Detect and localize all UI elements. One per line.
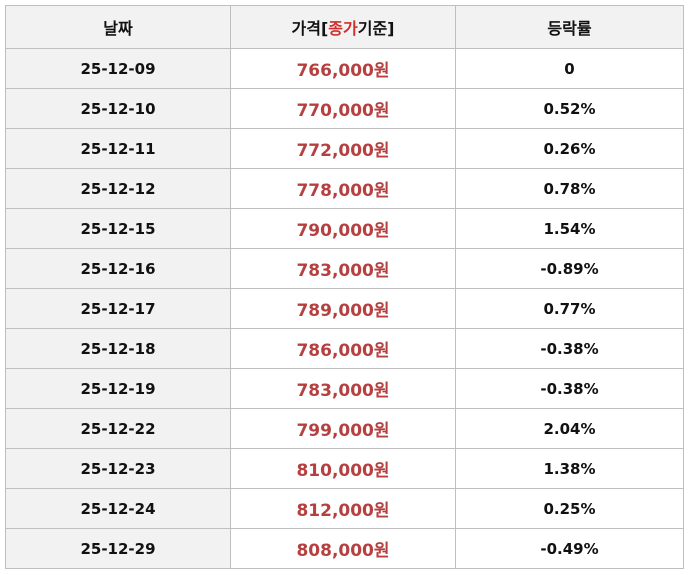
change-cell: 0.78% [455,168,684,209]
date-cell: 25-12-17 [5,288,231,329]
change-cell: -0.89% [455,248,684,289]
table-row: 25-12-29 808,000원 -0.49% [5,528,684,569]
change-cell: 1.38% [455,448,684,489]
date-cell: 25-12-09 [5,48,231,89]
price-cell: 783,000원 [230,368,456,409]
change-cell: -0.49% [455,528,684,569]
table-body: 25-12-09 766,000원 0 25-12-10 770,000원 0.52% 25… [5,48,684,569]
table-row: 25-12-18 786,000원 -0.38% [5,328,684,369]
header-cell: 날짜 [5,5,231,49]
table-row: 25-12-12 778,000원 0.78% [5,168,684,209]
price-cell: 770,000원 [230,88,456,129]
change-cell: 0.77% [455,288,684,329]
price-cell: 812,000원 [230,488,456,529]
table-row: 25-12-23 810,000원 1.38% [5,448,684,489]
date-cell: 25-12-11 [5,128,231,169]
table-row: 25-12-09 766,000원 0 [5,48,684,89]
header-highlight: 종가 [328,19,358,38]
price-cell: 799,000원 [230,408,456,449]
price-cell: 810,000원 [230,448,456,489]
change-cell: 0.26% [455,128,684,169]
date-cell: 25-12-12 [5,168,231,209]
table-row: 25-12-11 772,000원 0.26% [5,128,684,169]
price-cell: 790,000원 [230,208,456,249]
table-header: 날짜 가격[종가기준] 등락률 [5,5,684,49]
header-row: 날짜 가격[종가기준] 등락률 [5,5,684,49]
date-cell: 25-12-22 [5,408,231,449]
price-cell: 789,000원 [230,288,456,329]
table-row: 25-12-16 783,000원 -0.89% [5,248,684,289]
header-text: 가격[ [291,19,329,38]
table-row: 25-12-10 770,000원 0.52% [5,88,684,129]
date-cell: 25-12-15 [5,208,231,249]
date-cell: 25-12-23 [5,448,231,489]
price-cell: 772,000원 [230,128,456,169]
change-cell: 0.25% [455,488,684,529]
change-cell: 1.54% [455,208,684,249]
change-cell: 0.52% [455,88,684,129]
date-cell: 25-12-10 [5,88,231,129]
header-cell: 등락률 [455,5,684,49]
table-row: 25-12-19 783,000원 -0.38% [5,368,684,409]
price-cell: 766,000원 [230,48,456,89]
table-row: 25-12-22 799,000원 2.04% [5,408,684,449]
date-cell: 25-12-19 [5,368,231,409]
table-row: 25-12-24 812,000원 0.25% [5,488,684,529]
date-cell: 25-12-16 [5,248,231,289]
date-cell: 25-12-29 [5,528,231,569]
table-row: 25-12-15 790,000원 1.54% [5,208,684,249]
change-cell: -0.38% [455,368,684,409]
price-cell: 778,000원 [230,168,456,209]
change-cell: 0 [455,48,684,89]
header-text: 기준] [357,19,395,38]
date-cell: 25-12-18 [5,328,231,369]
change-cell: 2.04% [455,408,684,449]
change-cell: -0.38% [455,328,684,369]
header-cell: 가격[종가기준] [230,5,456,49]
price-table: 날짜 가격[종가기준] 등락률 25-12-09 766,000원 0 25-12-1… [5,5,684,569]
price-cell: 783,000원 [230,248,456,289]
date-cell: 25-12-24 [5,488,231,529]
price-cell: 808,000원 [230,528,456,569]
table-row: 25-12-17 789,000원 0.77% [5,288,684,329]
price-cell: 786,000원 [230,328,456,369]
